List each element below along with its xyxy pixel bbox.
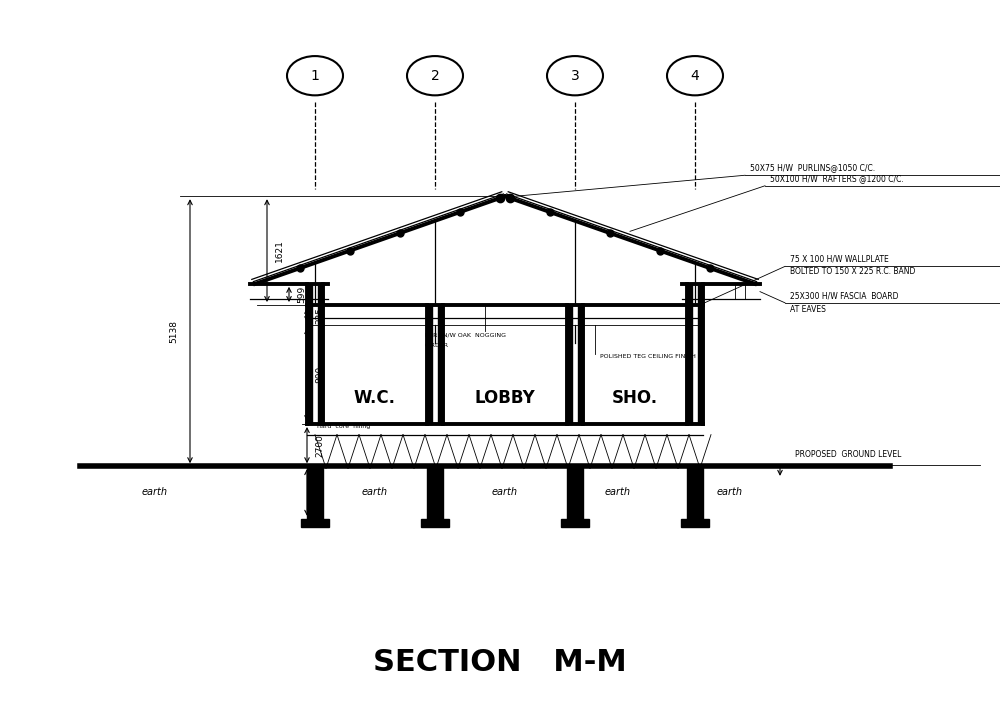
Text: 50X75 H/W  PURLINS@1050 C/C.: 50X75 H/W PURLINS@1050 C/C. bbox=[750, 163, 875, 172]
Bar bbox=[578, 305, 583, 424]
Text: 800: 800 bbox=[315, 366, 324, 383]
Bar bbox=[681, 519, 709, 527]
Text: W.C.: W.C. bbox=[354, 389, 396, 407]
Text: 75 X 100 H/W WALLPLATE: 75 X 100 H/W WALLPLATE bbox=[790, 254, 889, 264]
Bar bbox=[567, 466, 583, 519]
Text: earth: earth bbox=[605, 487, 631, 497]
Text: 25X300 H/W FASCIA  BOARD: 25X300 H/W FASCIA BOARD bbox=[790, 291, 898, 300]
Text: earth: earth bbox=[142, 487, 168, 497]
Text: 600: 600 bbox=[315, 484, 324, 501]
Text: SHO.: SHO. bbox=[612, 389, 658, 407]
Bar bbox=[421, 519, 449, 527]
Text: 4: 4 bbox=[691, 69, 699, 83]
Bar bbox=[318, 284, 323, 424]
Bar bbox=[687, 284, 692, 424]
Bar bbox=[561, 519, 589, 527]
Text: PROPOSED  GROUND LEVEL: PROPOSED GROUND LEVEL bbox=[795, 450, 901, 459]
Text: SECTION   M-M: SECTION M-M bbox=[373, 648, 627, 677]
Bar bbox=[307, 284, 312, 424]
Bar bbox=[307, 284, 323, 424]
Text: 225: 225 bbox=[315, 306, 324, 324]
Bar bbox=[427, 466, 443, 519]
Text: AT EAVES: AT EAVES bbox=[790, 305, 826, 314]
Text: LOBBY: LOBBY bbox=[475, 389, 535, 407]
Bar bbox=[687, 466, 703, 519]
Text: 2700: 2700 bbox=[315, 434, 324, 456]
Bar bbox=[438, 305, 443, 424]
Bar bbox=[307, 466, 323, 519]
Text: 1621: 1621 bbox=[275, 239, 284, 262]
Text: hard  core  filling: hard core filling bbox=[317, 424, 370, 429]
Text: 50X100 H/W  RAFTERS @1200 C/C.: 50X100 H/W RAFTERS @1200 C/C. bbox=[770, 174, 904, 183]
Text: BOLTED TO 150 X 225 R.C. BAND: BOLTED TO 150 X 225 R.C. BAND bbox=[790, 267, 915, 276]
Text: earth: earth bbox=[492, 487, 518, 497]
Text: POLISHED TEG CEILING FINISH: POLISHED TEG CEILING FINISH bbox=[600, 354, 696, 359]
Text: 3: 3 bbox=[571, 69, 579, 83]
Text: earth: earth bbox=[362, 487, 388, 497]
Text: 2: 2 bbox=[431, 69, 439, 83]
Text: 1: 1 bbox=[311, 69, 319, 83]
Text: PURLIN/W OAK  NOGGING: PURLIN/W OAK NOGGING bbox=[425, 333, 506, 338]
Text: earth: earth bbox=[717, 487, 743, 497]
Bar bbox=[567, 305, 572, 424]
Bar bbox=[427, 305, 432, 424]
Bar bbox=[698, 284, 703, 424]
Bar bbox=[301, 519, 329, 527]
Text: 5138: 5138 bbox=[169, 320, 178, 343]
Text: 599: 599 bbox=[297, 286, 306, 303]
Text: GIRDER: GIRDER bbox=[425, 343, 449, 348]
